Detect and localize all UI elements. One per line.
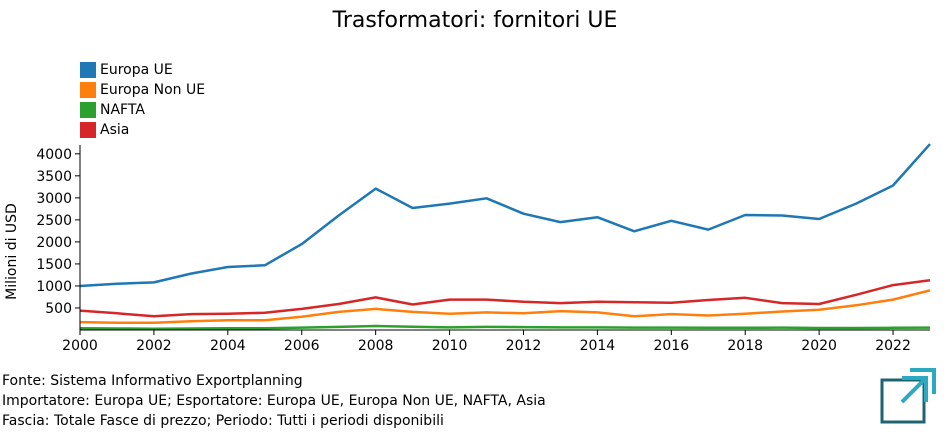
legend-item: Europa Non UE (80, 80, 205, 100)
x-tick-label: 2002 (136, 338, 172, 354)
x-tick-label: 2010 (432, 338, 468, 354)
x-tick-label: 2008 (358, 338, 394, 354)
legend-swatch (80, 82, 96, 98)
x-tick-label: 2000 (62, 338, 98, 354)
legend-label: NAFTA (100, 102, 145, 118)
footer-source: Fonte: Sistema Informativo Exportplannin… (2, 373, 303, 389)
y-tick-label: 500 (45, 301, 72, 317)
y-tick-label: 1000 (36, 279, 72, 295)
y-tick-label: 2000 (36, 235, 72, 251)
legend-item: Asia (80, 120, 205, 140)
y-axis-title: Milioni di USD (4, 203, 20, 300)
series-line-1 (79, 289, 931, 324)
exportplanning-logo-icon (880, 368, 936, 424)
legend-item: NAFTA (80, 100, 205, 120)
line-chart: 500 1000 1500 2000 2500 3000 3500 4000 2000 2002 2… (4, 143, 931, 354)
y-tick-label: 3500 (36, 169, 72, 185)
series-line-2 (79, 324, 931, 330)
legend-label: Europa Non UE (100, 82, 206, 98)
y-tick-label: 4000 (36, 147, 72, 163)
footer-importer: Importatore: Europa UE; Esportatore: Eur… (2, 393, 546, 409)
y-tick-label: 3000 (36, 191, 72, 207)
x-tick-label: 2020 (801, 338, 837, 354)
legend-swatch (80, 122, 96, 138)
legend-swatch (80, 62, 96, 78)
y-tick-label: 1500 (36, 257, 72, 273)
legend-label: Asia (100, 122, 130, 138)
legend-swatch (80, 102, 96, 118)
series-line-3 (79, 278, 931, 318)
footer-range: Fascia: Totale Fasce di prezzo; Periodo:… (2, 413, 444, 429)
x-tick-label: 2022 (875, 338, 911, 354)
x-tick-label: 2004 (210, 338, 246, 354)
x-tick-label: 2014 (580, 338, 616, 354)
chart-title: Trasformatori: fornitori UE (332, 8, 618, 33)
chart-footer: Fonte: Sistema Informativo Exportplannin… (2, 371, 546, 431)
x-tick-label: 2006 (284, 338, 320, 354)
series-line-0 (79, 143, 931, 288)
legend: Europa UE Europa Non UE NAFTA Asia (80, 60, 205, 140)
legend-item: Europa UE (80, 60, 205, 80)
x-tick-label: 2016 (653, 338, 689, 354)
x-tick-label: 2018 (727, 338, 763, 354)
y-tick-label: 2500 (36, 213, 72, 229)
legend-label: Europa UE (100, 62, 173, 78)
x-tick-label: 2012 (506, 338, 542, 354)
